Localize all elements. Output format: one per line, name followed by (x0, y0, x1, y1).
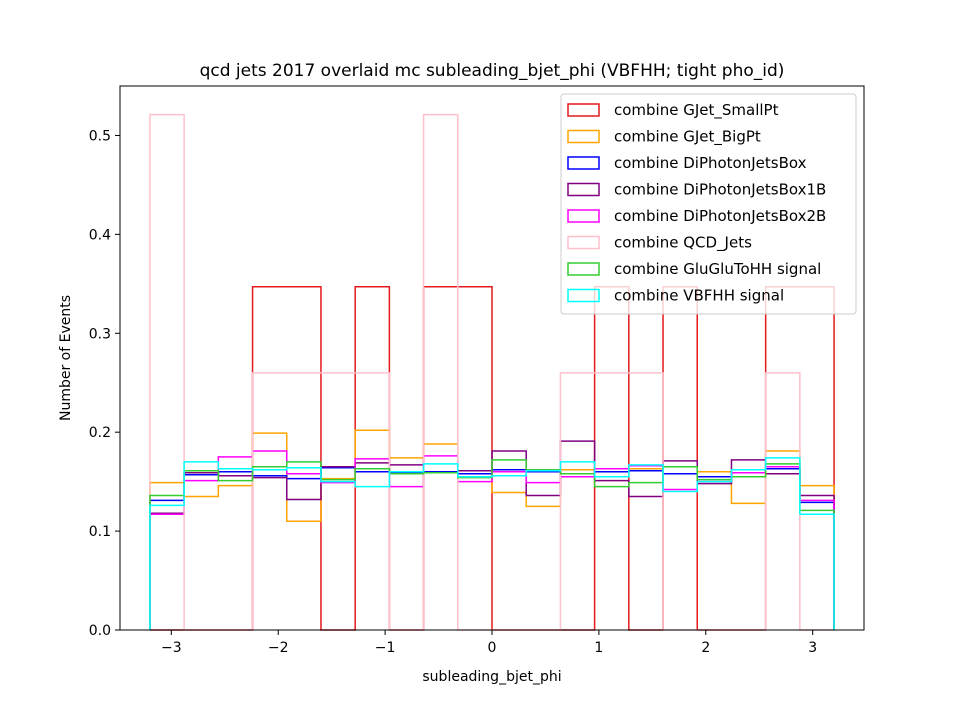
y-tick-label: 0.1 (89, 524, 111, 540)
legend-label-combine-diphotonjetsbox2b: combine DiPhotonJetsBox2B (614, 207, 826, 225)
x-axis-label: subleading_bjet_phi (422, 669, 561, 685)
legend-swatch-combine-qcd-jets (567, 235, 600, 250)
legend-label-combine-gluglutohh-signal: combine GluGluToHH signal (614, 260, 821, 278)
legend-swatch-combine-diphotonjetsbox (567, 156, 600, 170)
x-tick-label: −2 (268, 640, 289, 656)
legend-swatch-combine-diphotonjetsbox1b (567, 182, 600, 197)
y-tick-label: 0.0 (89, 623, 111, 639)
x-tick-label: 3 (808, 640, 817, 656)
y-tick-label: 0.5 (89, 128, 111, 144)
legend-swatch-combine-gluglutohh-signal (567, 262, 600, 276)
x-tick-label: −3 (161, 640, 182, 656)
legend-swatch-combine-vbfhh-signal (567, 288, 600, 303)
y-tick-label: 0.4 (89, 227, 111, 243)
legend-label-combine-diphotonjetsbox: combine DiPhotonJetsBox (614, 154, 807, 172)
x-tick-label: 0 (488, 640, 497, 656)
y-tick-label: 0.2 (89, 425, 111, 441)
x-tick-label: 2 (701, 640, 710, 656)
y-axis-label: Number of Events (58, 295, 74, 421)
legend-box (560, 93, 857, 315)
legend-label-combine-gjet-bigpt: combine GJet_BigPt (614, 128, 761, 147)
y-tick-label: 0.3 (89, 326, 111, 342)
x-axis: −3 −2 −1 0 1 2 3 (161, 630, 817, 656)
series-line-combine-vbfhh-signal (149, 457, 835, 630)
y-axis: 0.0 0.1 0.2 0.3 0.4 0.5 (89, 128, 120, 639)
legend-swatch-combine-diphotonjetsbox2b (567, 209, 600, 223)
legend-label-combine-qcd-jets: combine QCD_Jets (614, 234, 752, 253)
x-tick-label: 1 (594, 640, 603, 656)
legend-label-combine-vbfhh-signal: combine VBFHH signal (614, 287, 784, 305)
legend-swatch-combine-gjet-smallpt (567, 103, 600, 117)
legend-label-combine-gjet-smallpt: combine GJet_SmallPt (614, 101, 779, 120)
x-tick-label: −1 (375, 640, 396, 656)
chart-title: qcd jets 2017 overlaid mc subleading_bje… (200, 61, 785, 81)
legend-swatch-combine-gjet-bigpt (567, 129, 600, 144)
legend-label-combine-diphotonjetsbox1b: combine DiPhotonJetsBox1B (614, 181, 826, 199)
